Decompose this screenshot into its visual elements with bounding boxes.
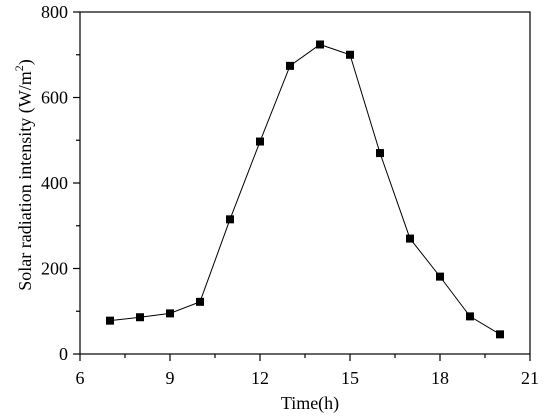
x-tick-label: 9 xyxy=(166,368,175,388)
data-point xyxy=(316,40,324,49)
x-tick-label: 6 xyxy=(76,368,85,388)
data-point xyxy=(226,215,234,224)
data-point xyxy=(376,149,384,158)
y-tick-label: 800 xyxy=(41,2,68,22)
y-axis-title-main: Solar radiation intensity (W/m xyxy=(15,71,36,290)
axes xyxy=(79,11,531,355)
data-point xyxy=(436,272,444,281)
x-tick-label: 18 xyxy=(431,368,449,388)
ticks: 0 200 400 600 800 6 9 12 15 18 21 xyxy=(41,2,539,388)
x-tick-label: 15 xyxy=(341,368,359,388)
data-point xyxy=(196,297,204,306)
data-point xyxy=(406,234,414,243)
series-line xyxy=(109,43,501,335)
data-point xyxy=(346,50,354,59)
y-axis-title-superscript: 2 xyxy=(12,65,26,71)
data-point xyxy=(496,330,504,339)
plot-frame xyxy=(79,11,531,355)
data-point xyxy=(466,312,474,321)
y-tick-label: 400 xyxy=(41,173,68,193)
data-point xyxy=(286,61,294,70)
data-point xyxy=(106,316,114,325)
x-tick-label: 21 xyxy=(521,368,539,388)
series-layer xyxy=(106,40,504,339)
x-axis-title: Time(h) xyxy=(281,393,339,414)
y-tick-label: 600 xyxy=(41,88,68,108)
x-tick-label: 12 xyxy=(251,368,269,388)
y-axis-title: Solar radiation intensity (W/m2) xyxy=(12,59,36,290)
data-point xyxy=(256,137,264,146)
data-point xyxy=(166,309,174,318)
y-tick-label: 200 xyxy=(41,259,68,279)
data-point xyxy=(136,313,144,322)
y-tick-label: 0 xyxy=(59,344,68,364)
y-axis-title-close: ) xyxy=(15,59,36,65)
